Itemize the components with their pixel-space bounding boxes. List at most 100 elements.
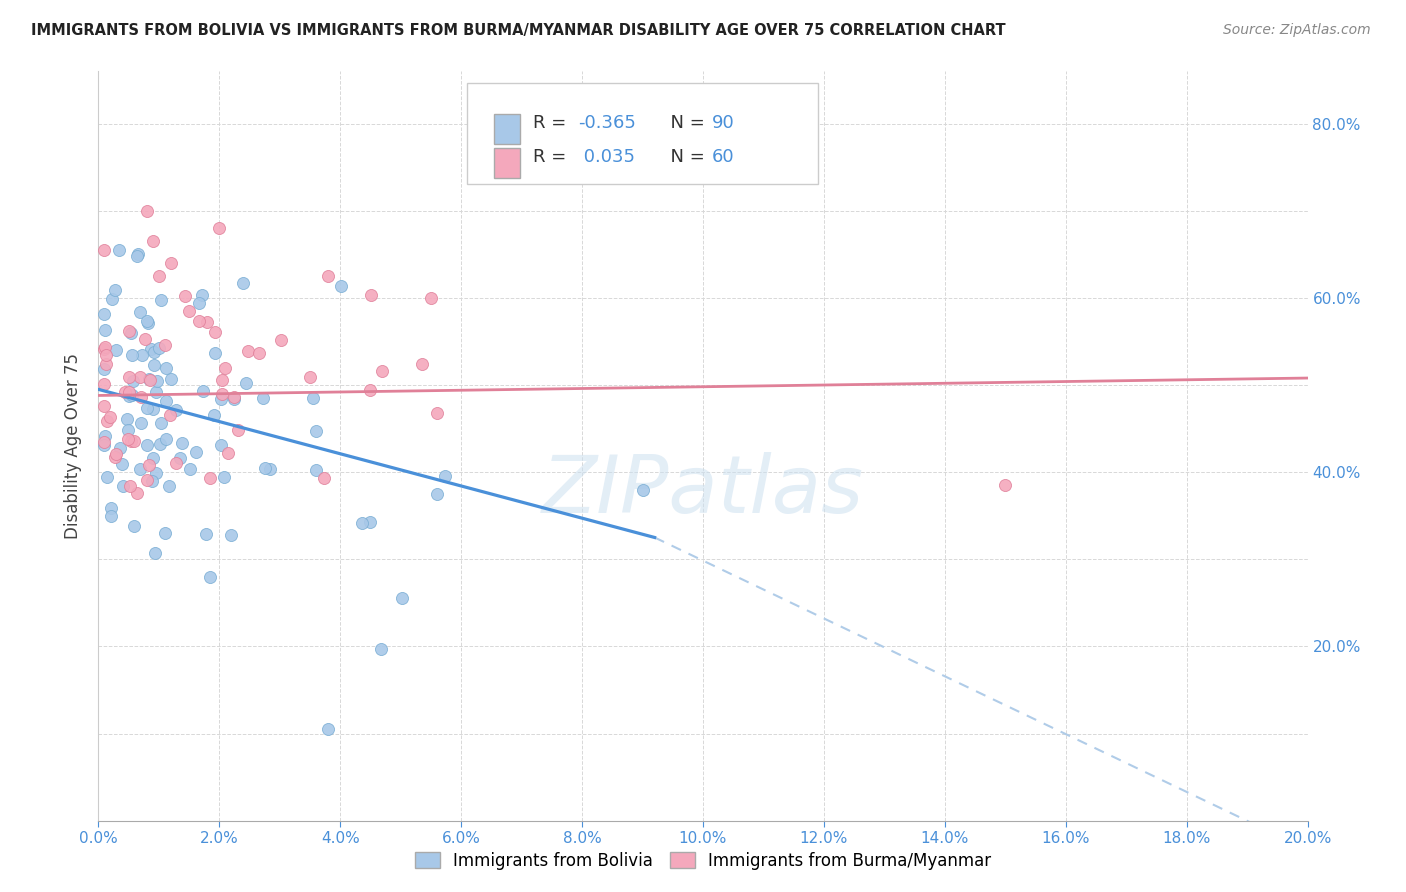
Point (994, 478, 1017, 492)
Point (93, 323, 115, 337)
Point (122, 434, 145, 449)
Point (96, 414, 118, 428)
Point (188, 314, 211, 328)
Point (370, 641, 392, 656)
Point (136, 438, 159, 452)
Point (142, 450, 165, 465)
Point (139, 373, 162, 387)
Point (153, 338, 176, 352)
Point (150, 293, 173, 307)
Point (127, 247, 149, 261)
Point (214, 360, 236, 375)
Point (179, 304, 201, 318)
Point (222, 392, 245, 407)
Point (249, 345, 271, 359)
Point (135, 203, 157, 218)
Point (94, 428, 117, 442)
Point (94, 340, 117, 354)
Point (121, 375, 143, 389)
Point (226, 423, 249, 437)
Point (142, 234, 165, 248)
Point (125, 249, 148, 263)
Point (433, 469, 456, 483)
Point (165, 456, 187, 470)
Point (120, 326, 142, 341)
Point (121, 348, 143, 362)
Point (118, 384, 141, 399)
Point (350, 516, 373, 530)
Point (217, 445, 239, 459)
Point (105, 447, 128, 461)
Point (235, 376, 257, 390)
Point (195, 315, 218, 329)
Point (270, 333, 292, 347)
Point (157, 479, 180, 493)
Point (136, 314, 159, 328)
Point (142, 401, 165, 416)
Point (138, 372, 160, 386)
Point (143, 344, 166, 359)
Point (121, 388, 143, 402)
Point (135, 401, 157, 415)
Point (316, 722, 339, 736)
Point (108, 441, 131, 455)
Point (94, 348, 117, 362)
Point (117, 432, 139, 446)
Point (211, 387, 233, 401)
Point (111, 479, 134, 493)
Point (118, 389, 141, 403)
Text: 0.035: 0.035 (578, 148, 636, 166)
Point (208, 221, 231, 235)
Text: 60: 60 (711, 148, 734, 166)
Point (104, 283, 127, 297)
Point (100, 292, 122, 306)
Point (148, 269, 170, 284)
Point (93, 399, 115, 413)
Point (100, 501, 122, 516)
Point (305, 424, 328, 438)
Point (159, 408, 181, 422)
Point (191, 384, 214, 399)
Point (93, 308, 115, 322)
Point (120, 479, 142, 493)
Point (316, 269, 339, 284)
Point (129, 370, 152, 384)
Point (204, 345, 226, 359)
Point (330, 278, 353, 293)
Point (93, 377, 115, 392)
Point (426, 406, 449, 420)
Point (134, 332, 156, 346)
Point (198, 471, 221, 485)
FancyBboxPatch shape (467, 83, 818, 184)
Point (149, 437, 172, 451)
Point (299, 369, 322, 384)
Text: ZIPatlas: ZIPatlas (541, 452, 865, 530)
Point (96, 469, 118, 483)
Point (165, 403, 187, 417)
Point (232, 276, 254, 290)
Point (200, 570, 222, 584)
Text: R =: R = (533, 148, 571, 166)
Point (108, 243, 131, 257)
Point (93, 438, 115, 452)
Point (138, 458, 160, 473)
Point (129, 462, 152, 476)
Point (195, 527, 218, 541)
Point (98, 409, 121, 424)
Point (426, 487, 449, 501)
Point (371, 364, 394, 378)
Point (214, 470, 236, 484)
Point (111, 458, 134, 472)
Point (305, 463, 328, 477)
Point (170, 435, 193, 450)
Text: N =: N = (659, 114, 711, 132)
Point (360, 288, 382, 302)
Point (155, 361, 177, 376)
Point (117, 423, 139, 437)
Y-axis label: Disability Age Over 75: Disability Age Over 75 (65, 353, 83, 539)
Point (139, 342, 162, 356)
Point (148, 342, 170, 356)
Point (169, 450, 191, 465)
Text: -0.365: -0.365 (578, 114, 637, 132)
Text: Source: ZipAtlas.com: Source: ZipAtlas.com (1223, 23, 1371, 37)
